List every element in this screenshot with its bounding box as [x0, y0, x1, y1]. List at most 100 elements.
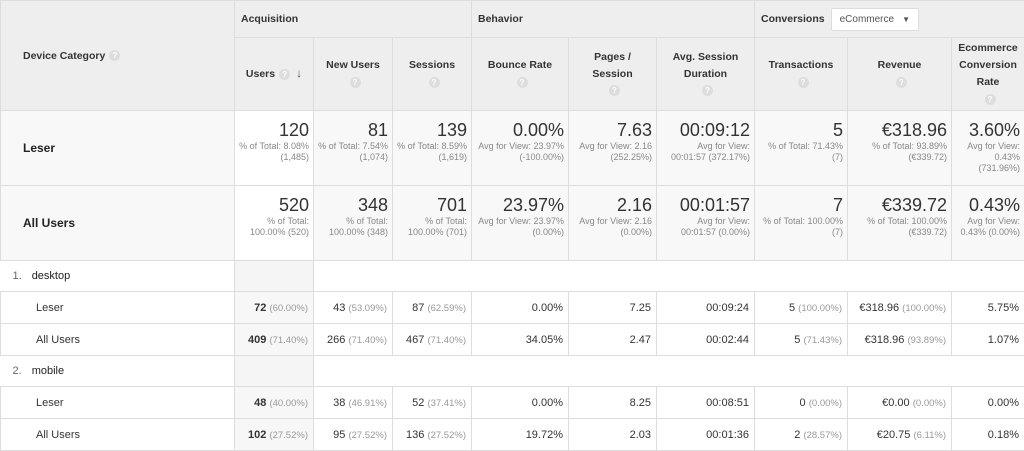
column-header-users[interactable]: Users? ↓: [235, 38, 314, 111]
metric-value: 87: [412, 302, 424, 314]
summary-comparison: % of Total: 8.08% (1,485): [239, 141, 309, 163]
help-icon[interactable]: ?: [798, 77, 809, 88]
metric-percent: (71.43%): [803, 335, 842, 346]
column-label: Ecommerce Conversion Rate: [958, 42, 1018, 88]
metric-value: 19.72%: [526, 429, 563, 441]
help-icon[interactable]: ?: [985, 94, 996, 105]
summary-cell: 701% of Total: 100.00% (701): [393, 186, 472, 261]
column-label: Bounce Rate: [488, 59, 552, 71]
segment-label: All Users: [1, 419, 235, 451]
metric-cell: 5.75%: [952, 292, 1024, 324]
metric-percent: (60.00%): [269, 303, 308, 314]
help-icon[interactable]: ?: [609, 85, 620, 96]
summary-value: 0.43%: [956, 194, 1020, 216]
metric-percent: (93.89%): [907, 335, 946, 346]
metric-percent: (71.40%): [269, 335, 308, 346]
metric-value: 5: [789, 302, 795, 314]
help-icon[interactable]: ?: [702, 85, 713, 96]
metric-value: 00:08:51: [706, 397, 749, 409]
metric-cell: 5 (100.00%): [755, 292, 848, 324]
help-icon[interactable]: ?: [109, 50, 120, 61]
column-header-avg-session-duration[interactable]: Avg. Session Duration?: [657, 38, 755, 111]
metric-value: 2.03: [630, 429, 651, 441]
metric-value: 72: [254, 302, 266, 314]
column-header-ecommerce-conversion-rate[interactable]: Ecommerce Conversion Rate?: [952, 38, 1024, 111]
summary-cell: 7% of Total: 100.00% (7): [755, 186, 848, 261]
column-header-new-users[interactable]: New Users?: [314, 38, 393, 111]
acquisition-group-header: Acquisition: [235, 1, 472, 38]
help-icon[interactable]: ?: [517, 77, 528, 88]
sort-descending-icon[interactable]: ↓: [296, 66, 302, 80]
column-label: New Users: [326, 59, 380, 71]
metric-cell: 2.47: [569, 324, 657, 356]
column-header-transactions[interactable]: Transactions?: [755, 38, 848, 111]
column-header-pages-session[interactable]: Pages / Session?: [569, 38, 657, 111]
metric-cell: 1.07%: [952, 324, 1024, 356]
metric-cell: 00:02:44: [657, 324, 755, 356]
summary-comparison: Avg for View: 0.43% (0.00%): [956, 216, 1020, 238]
segment-label: Leser: [1, 292, 235, 324]
summary-cell: €339.72% of Total: 100.00% (€339.72): [848, 186, 952, 261]
help-icon[interactable]: ?: [896, 77, 907, 88]
summary-cell: 348% of Total: 100.00% (348): [314, 186, 393, 261]
metric-percent: (62.59%): [427, 303, 466, 314]
summary-value: 00:01:57: [661, 194, 750, 216]
help-icon[interactable]: ?: [350, 77, 361, 88]
metric-percent: (100.00%): [798, 303, 842, 314]
metric-cell: 19.72%: [472, 419, 569, 451]
summary-cell: 81% of Total: 7.54% (1,074): [314, 111, 393, 186]
metric-cell: 2 (28.57%): [755, 419, 848, 451]
device-name[interactable]: 1.desktop: [1, 261, 235, 292]
column-header-revenue[interactable]: Revenue?: [848, 38, 952, 111]
metric-cell: 95 (27.52%): [314, 419, 393, 451]
group-row[interactable]: 2. mobile: [1, 356, 1024, 387]
conversion-type-dropdown[interactable]: eCommerce▼: [831, 8, 919, 31]
row-number: 2.: [13, 365, 22, 377]
help-icon[interactable]: ?: [279, 69, 290, 80]
metric-cell: 7.25: [569, 292, 657, 324]
metric-value: 00:01:36: [706, 429, 749, 441]
summary-comparison: % of Total: 100.00% (520): [239, 216, 309, 238]
metric-cell: 48 (40.00%): [235, 387, 314, 419]
column-label: Transactions: [769, 59, 834, 71]
metric-value: 0: [800, 397, 806, 409]
metric-value: €318.96: [865, 334, 905, 346]
metric-value: 5: [794, 334, 800, 346]
group-row[interactable]: 1.desktop: [1, 261, 1024, 292]
column-label: Users: [246, 68, 275, 80]
metric-cell: 136 (27.52%): [393, 419, 472, 451]
segment-label: All Users: [1, 324, 235, 356]
help-icon[interactable]: ?: [429, 77, 440, 88]
metric-cell: €318.96 (100.00%): [848, 292, 952, 324]
metric-cell: 34.05%: [472, 324, 569, 356]
metric-percent: (0.00%): [913, 398, 946, 409]
device-link[interactable]: desktop: [32, 270, 71, 282]
metric-value: 266: [327, 334, 345, 346]
device-name[interactable]: 2. mobile: [1, 356, 235, 387]
metric-value: 38: [333, 397, 345, 409]
metric-value: 5.75%: [988, 302, 1019, 314]
device-category-header[interactable]: Device Category?: [1, 1, 235, 111]
column-header-sessions[interactable]: Sessions?: [393, 38, 472, 111]
metric-percent: (71.40%): [348, 335, 387, 346]
metric-value: 136: [406, 429, 424, 441]
column-label: Pages / Session: [592, 51, 632, 80]
metric-cell: 38 (46.91%): [314, 387, 393, 419]
metric-cell: 0.18%: [952, 419, 1024, 451]
metric-cell: 0.00%: [472, 292, 569, 324]
metric-cell: €0.00 (0.00%): [848, 387, 952, 419]
summary-comparison: Avg for View: 00:01:57 (372.17%): [661, 141, 750, 163]
device-link[interactable]: mobile: [32, 365, 64, 377]
summary-cell: 120% of Total: 8.08% (1,485): [235, 111, 314, 186]
segment-label: All Users: [1, 186, 235, 261]
summary-cell: 23.97%Avg for View: 23.97% (0.00%): [472, 186, 569, 261]
summary-value: 81: [318, 119, 388, 141]
column-header-bounce-rate[interactable]: Bounce Rate?: [472, 38, 569, 111]
